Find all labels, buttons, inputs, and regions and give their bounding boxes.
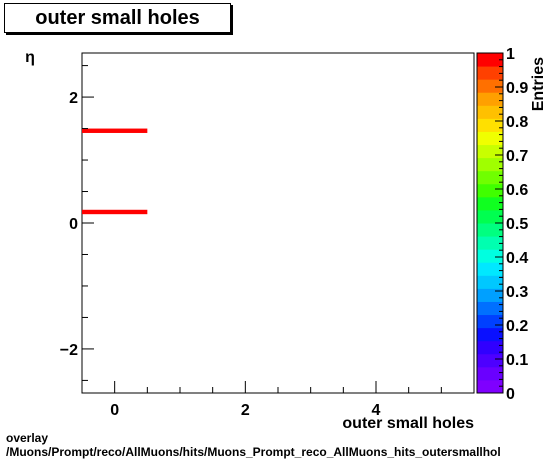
color-scale-band (477, 314, 503, 329)
color-scale-band (477, 340, 503, 355)
color-scale-label: 0.2 (506, 318, 528, 335)
color-scale-band (477, 366, 503, 381)
color-scale-label: 0 (506, 386, 515, 403)
color-scale-band (477, 131, 503, 146)
color-scale-label: 0.4 (506, 250, 528, 267)
y-tick-label: −2 (60, 342, 78, 359)
chart-title: outer small holes (35, 7, 200, 29)
color-scale-label: 0.5 (506, 216, 528, 233)
color-scale-label: 0.8 (506, 114, 528, 131)
color-scale-label: 1 (506, 46, 515, 63)
color-scale-label: 0.6 (506, 182, 528, 199)
color-scale-band (477, 53, 503, 67)
color-scale-band (477, 79, 503, 93)
x-axis-title: outer small holes (342, 415, 474, 432)
footer-line-1: overlay (6, 431, 49, 445)
color-scale-band (477, 196, 503, 211)
color-scale-band (477, 118, 503, 132)
color-scale-band (477, 144, 503, 159)
color-scale-band (477, 223, 503, 237)
color-scale-band (477, 105, 503, 119)
color-scale-band (477, 66, 503, 80)
color-scale-band (477, 262, 503, 276)
color-scale-band (477, 170, 503, 185)
color-scale-band (477, 92, 503, 106)
color-scale-band (477, 301, 503, 316)
color-scale-label: 0.1 (506, 352, 528, 369)
plot-frame (81, 52, 475, 394)
heatmap-cell (82, 128, 148, 133)
y-tick-label: 0 (69, 216, 78, 233)
color-scale-band (477, 183, 503, 198)
color-scale-band (477, 327, 503, 342)
color-scale-band (477, 288, 503, 302)
x-tick-label: 2 (241, 402, 250, 419)
heatmap-cell (82, 209, 148, 215)
color-scale-band (477, 157, 503, 172)
color-scale-band (477, 275, 503, 289)
color-scale-band (477, 249, 503, 263)
color-scale-band (477, 209, 503, 224)
x-tick-label: 4 (372, 402, 381, 419)
y-axis-title: η (25, 49, 35, 66)
footer-line-2: /Muons/Prompt/reco/AllMuons/hits/Muons_P… (6, 445, 501, 459)
chart-title-box: outer small holes (4, 3, 231, 33)
color-scale-band (477, 353, 503, 368)
color-scale-title: Entries (530, 57, 546, 111)
y-tick-label: 2 (69, 90, 78, 107)
color-scale-label: 0.3 (506, 284, 528, 301)
color-scale-label: 0.9 (506, 80, 528, 97)
color-scale-band (477, 236, 503, 250)
x-tick-label: 0 (110, 402, 119, 419)
color-scale-label: 0.7 (506, 148, 528, 165)
color-scale-band (477, 379, 503, 394)
